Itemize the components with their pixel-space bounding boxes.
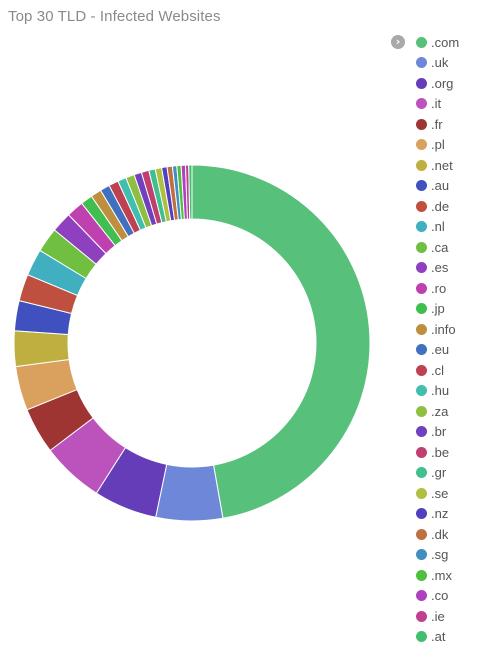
legend-label: .br bbox=[431, 424, 447, 440]
legend-label: .uk bbox=[431, 55, 449, 71]
chart-title: Top 30 TLD - Infected Websites bbox=[8, 8, 221, 25]
legend-color-dot bbox=[416, 241, 427, 253]
legend-item-pl[interactable]: .pl bbox=[416, 135, 459, 156]
legend-color-dot bbox=[416, 528, 427, 540]
legend-label: .net bbox=[431, 157, 453, 173]
legend-toggle-button[interactable]: › bbox=[391, 35, 405, 49]
legend-item-it[interactable]: .it bbox=[416, 94, 459, 115]
legend-item-cl[interactable]: .cl bbox=[416, 360, 459, 381]
legend-label: .at bbox=[431, 629, 446, 645]
legend-item-fr[interactable]: .fr bbox=[416, 114, 459, 135]
legend-color-dot bbox=[416, 508, 427, 520]
legend-label: .pl bbox=[431, 137, 445, 153]
legend-item-mx[interactable]: .mx bbox=[416, 565, 459, 586]
legend-color-dot bbox=[416, 303, 427, 315]
legend-item-za[interactable]: .za bbox=[416, 401, 459, 422]
legend-item-se[interactable]: .se bbox=[416, 483, 459, 504]
legend-item-jp[interactable]: .jp bbox=[416, 299, 459, 320]
legend-label: .com bbox=[431, 34, 460, 50]
legend-label: .be bbox=[431, 444, 450, 460]
legend-item-gr[interactable]: .gr bbox=[416, 463, 459, 484]
legend-label: .es bbox=[431, 260, 449, 276]
legend-label: .co bbox=[431, 588, 449, 604]
legend-color-dot bbox=[416, 610, 427, 622]
legend-color-dot bbox=[416, 323, 427, 335]
legend-color-dot bbox=[416, 405, 427, 417]
legend-label: .cl bbox=[431, 362, 444, 378]
legend-item-uk[interactable]: .uk bbox=[416, 53, 459, 74]
legend-label: .sg bbox=[431, 547, 449, 563]
legend-color-dot bbox=[416, 549, 427, 561]
legend-color-dot bbox=[416, 487, 427, 499]
legend-label: .za bbox=[431, 403, 449, 419]
legend-item-info[interactable]: .info bbox=[416, 319, 459, 340]
slice-com[interactable] bbox=[191, 164, 371, 519]
legend-color-dot bbox=[416, 98, 427, 110]
legend-label: .nz bbox=[431, 506, 449, 522]
legend-color-dot bbox=[416, 221, 427, 233]
legend-color-dot bbox=[416, 77, 427, 89]
legend-color-dot bbox=[416, 180, 427, 192]
chart-legend: .com .uk .org .it .fr .pl .net .au .de .nl .ca .es.… bbox=[416, 32, 459, 647]
legend-label: .ca bbox=[431, 239, 449, 255]
legend-color-dot bbox=[416, 385, 427, 397]
legend-label: .mx bbox=[431, 567, 452, 583]
legend-color-dot bbox=[416, 364, 427, 376]
legend-item-ro[interactable]: .ro bbox=[416, 278, 459, 299]
legend-item-nz[interactable]: .nz bbox=[416, 504, 459, 525]
legend-label: .dk bbox=[431, 526, 449, 542]
legend-color-dot bbox=[416, 159, 427, 171]
legend-label: .ie bbox=[431, 608, 445, 624]
legend-label: .org bbox=[431, 75, 454, 91]
legend-item-de[interactable]: .de bbox=[416, 196, 459, 217]
legend-label: .gr bbox=[431, 465, 447, 481]
legend-label: .eu bbox=[431, 342, 450, 358]
legend-color-dot bbox=[416, 569, 427, 581]
legend-color-dot bbox=[416, 282, 427, 294]
legend-color-dot bbox=[416, 631, 427, 643]
legend-color-dot bbox=[416, 344, 427, 356]
slice-uk[interactable] bbox=[155, 463, 224, 522]
legend-color-dot bbox=[416, 426, 427, 438]
legend-item-dk[interactable]: .dk bbox=[416, 524, 459, 545]
legend-item-sg[interactable]: .sg bbox=[416, 545, 459, 566]
legend-label: .fr bbox=[431, 116, 443, 132]
legend-label: .jp bbox=[431, 301, 445, 317]
legend-item-org[interactable]: .org bbox=[416, 73, 459, 94]
legend-color-dot bbox=[416, 118, 427, 130]
legend-item-ie[interactable]: .ie bbox=[416, 606, 459, 627]
legend-label: .se bbox=[431, 485, 449, 501]
legend-item-hu[interactable]: .hu bbox=[416, 381, 459, 402]
legend-item-ca[interactable]: .ca bbox=[416, 237, 459, 258]
legend-item-com[interactable]: .com bbox=[416, 32, 459, 53]
legend-item-br[interactable]: .br bbox=[416, 422, 459, 443]
legend-label: .it bbox=[431, 96, 442, 112]
legend-color-dot bbox=[416, 262, 427, 274]
legend-label: .hu bbox=[431, 383, 450, 399]
legend-label: .au bbox=[431, 178, 450, 194]
legend-item-co[interactable]: .co bbox=[416, 586, 459, 607]
legend-label: .info bbox=[431, 321, 456, 337]
legend-item-eu[interactable]: .eu bbox=[416, 340, 459, 361]
legend-item-at[interactable]: .at bbox=[416, 627, 459, 648]
legend-label: .nl bbox=[431, 219, 445, 235]
chevron-right-icon: › bbox=[395, 35, 401, 48]
legend-item-be[interactable]: .be bbox=[416, 442, 459, 463]
legend-item-net[interactable]: .net bbox=[416, 155, 459, 176]
legend-color-dot bbox=[416, 36, 427, 48]
legend-label: .ro bbox=[431, 280, 447, 296]
legend-color-dot bbox=[416, 200, 427, 212]
legend-color-dot bbox=[416, 57, 427, 69]
legend-item-au[interactable]: .au bbox=[416, 176, 459, 197]
legend-item-nl[interactable]: .nl bbox=[416, 217, 459, 238]
legend-label: .de bbox=[431, 198, 450, 214]
legend-color-dot bbox=[416, 467, 427, 479]
slice-at[interactable] bbox=[188, 164, 193, 220]
legend-color-dot bbox=[416, 446, 427, 458]
legend-color-dot bbox=[416, 590, 427, 602]
legend-color-dot bbox=[416, 139, 427, 151]
legend-item-es[interactable]: .es bbox=[416, 258, 459, 279]
